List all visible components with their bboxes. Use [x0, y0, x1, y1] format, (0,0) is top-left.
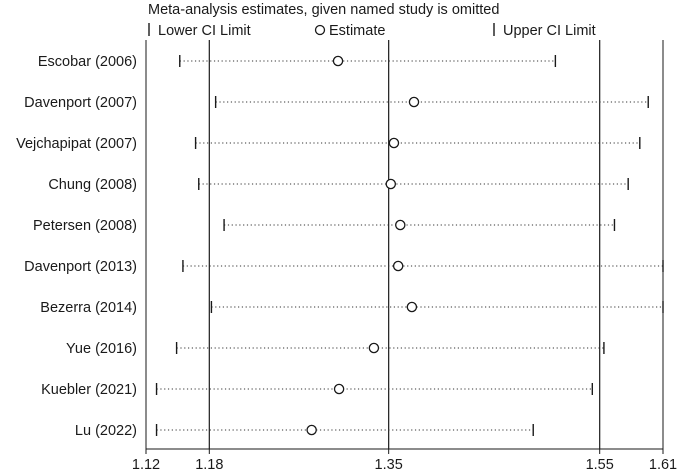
study-label: Bezerra (2014) [40, 300, 137, 316]
estimate-marker [333, 383, 345, 395]
study-label: Davenport (2013) [24, 259, 137, 275]
study-rows: Escobar (2006) Davenport (2007) Vejchapipa… [16, 54, 664, 439]
study-row: Kuebler (2021) [41, 382, 594, 398]
legend-estimate-marker [314, 24, 326, 36]
legend-estimate-label: Estimate [329, 23, 385, 39]
reference-lines [208, 40, 601, 449]
study-label: Yue (2016) [66, 341, 137, 357]
study-row: Petersen (2008) [33, 218, 616, 234]
estimate-marker [385, 178, 397, 190]
study-row: Chung (2008) [48, 177, 629, 193]
estimate-marker [392, 260, 404, 272]
study-row: Lu (2022) [75, 423, 534, 439]
x-axis: 1.12 1.18 1.35 1.55 1.61 [132, 448, 677, 473]
legend-upper-label: Upper CI Limit [503, 23, 596, 39]
estimate-marker [388, 137, 400, 149]
study-row: Davenport (2013) [24, 259, 664, 275]
estimate-marker [306, 424, 317, 436]
estimate-marker [332, 55, 344, 67]
study-label: Chung (2008) [48, 177, 137, 193]
study-label: Vejchapipat (2007) [16, 136, 137, 152]
study-label: Escobar (2006) [38, 54, 137, 70]
legend-lower-label: Lower CI Limit [158, 23, 251, 39]
study-label: Lu (2022) [75, 423, 137, 439]
legend: Lower CI Limit Estimate Upper CI Limit [148, 23, 596, 39]
study-label: Petersen (2008) [33, 218, 137, 234]
x-tick-label: 1.35 [375, 457, 403, 473]
study-row: Yue (2016) [66, 341, 605, 357]
study-row: Vejchapipat (2007) [16, 136, 641, 152]
estimate-marker [395, 219, 406, 231]
study-row: Davenport (2007) [24, 95, 649, 111]
study-label: Davenport (2007) [24, 95, 137, 111]
plot-frame [145, 40, 664, 449]
x-tick-label: 1.12 [132, 457, 160, 473]
x-tick-label: 1.61 [649, 457, 677, 473]
x-tick-label: 1.18 [195, 457, 223, 473]
study-row: Bezerra (2014) [40, 300, 664, 316]
estimate-marker [408, 96, 420, 108]
study-label: Kuebler (2021) [41, 382, 137, 398]
chart-title: Meta-analysis estimates, given named stu… [148, 2, 499, 18]
estimate-marker [406, 301, 418, 313]
x-tick-label: 1.55 [586, 457, 614, 473]
study-row: Escobar (2006) [38, 54, 557, 70]
estimate-marker [368, 342, 380, 354]
